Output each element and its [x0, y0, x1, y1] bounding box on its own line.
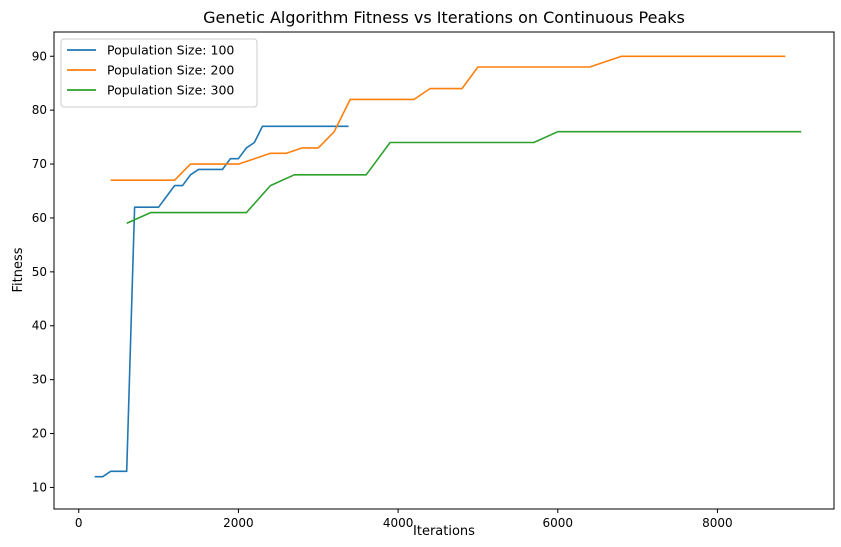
x-tick-label: 2000: [223, 516, 254, 530]
y-tick-label: 60: [32, 211, 47, 225]
y-tick-label: 80: [32, 103, 47, 117]
y-tick-label: 30: [32, 373, 47, 387]
x-axis: 0 2000 4000 6000 8000: [75, 509, 733, 530]
legend-label-3: Population Size: 300: [107, 83, 234, 98]
x-tick-label: 4000: [383, 516, 414, 530]
y-tick-label: 40: [32, 319, 47, 333]
series-layer: [94, 55, 802, 478]
legend-label-2: Population Size: 200: [107, 63, 234, 78]
x-axis-label: Iterations: [413, 524, 475, 539]
legend: Population Size: 100 Population Size: 200…: [60, 38, 258, 108]
y-tick-label: 70: [32, 157, 47, 171]
x-tick-label: 0: [75, 516, 83, 530]
series-line-1: [94, 125, 349, 478]
y-axis-label: Fitness: [11, 247, 26, 292]
chart-title: Genetic Algorithm Fitness vs Iterations …: [203, 8, 685, 27]
x-tick-label: 8000: [702, 516, 733, 530]
series-line-3: [126, 130, 802, 225]
y-tick-label: 20: [32, 427, 47, 441]
y-axis: 10 20 30 40 50 60 70 80 90: [32, 49, 54, 494]
series-line-2: [110, 55, 786, 181]
y-tick-label: 50: [32, 265, 47, 279]
plot-frame: [53, 31, 835, 510]
legend-frame: [60, 38, 258, 108]
y-tick-label: 90: [32, 49, 47, 63]
legend-label-1: Population Size: 100: [107, 43, 234, 58]
x-tick-label: 6000: [542, 516, 573, 530]
y-tick-label: 10: [32, 480, 47, 494]
